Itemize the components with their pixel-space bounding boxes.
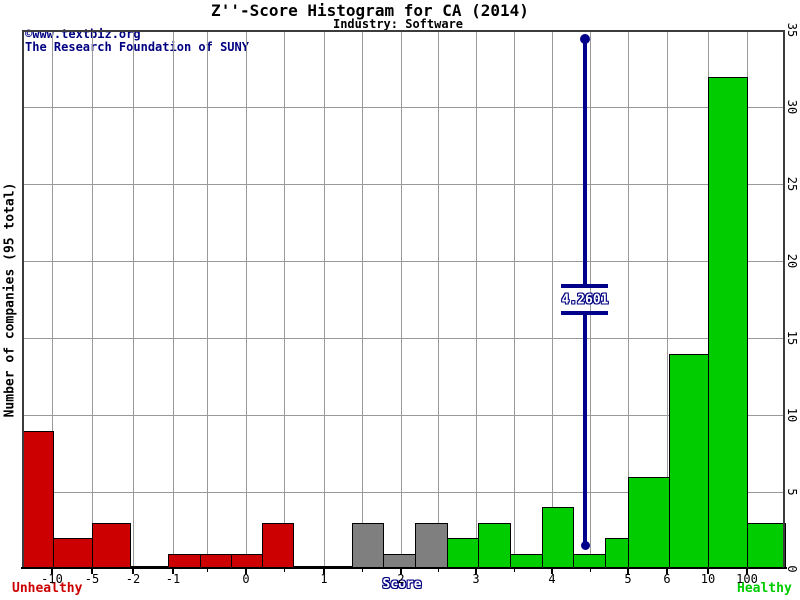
gridline-vertical [173,30,174,569]
gridline-vertical [362,30,363,569]
x-tick-label: -2 [125,572,141,586]
gridline-vertical [590,30,591,569]
x-tick-label: -10 [41,572,63,586]
x-tick-label: -1 [165,572,181,586]
marker-bottom-dot [581,541,590,550]
x-tick-mark [245,569,247,574]
x-axis-label: Score [382,577,422,592]
x-minor-tick-mark [438,569,439,572]
gridline-vertical [284,30,285,569]
histogram-bar [92,523,131,569]
gridline-vertical [552,30,553,569]
y-tick-label: 30 [785,99,799,115]
gridline-horizontal [22,261,785,262]
gridline-vertical [401,30,402,569]
x-tick-mark [627,569,629,574]
histogram-bar [478,523,511,569]
x-tick-mark [707,569,709,574]
gridline-vertical [324,30,325,569]
histogram-bar [415,523,448,569]
x-tick-label: 10 [700,572,716,586]
histogram-bar [628,477,670,569]
gridline-vertical [514,30,515,569]
x-tick-mark [51,569,53,574]
y-tick-label: 15 [785,330,799,346]
histogram-bar [22,431,54,569]
x-minor-tick-mark [284,569,285,572]
histogram-bar [708,77,748,569]
y-axis-label: Number of companies (95 total) [2,182,18,418]
x-tick-mark [400,569,402,574]
x-tick-label: 5 [624,572,632,586]
x-tick-mark [475,569,477,574]
chart-subtitle: Industry: Software [332,17,464,31]
y-tick-label: 25 [785,176,799,192]
histogram-bar [352,523,384,569]
y-tick-label: 0 [785,565,799,573]
x-minor-tick-mark [362,569,363,572]
x-tick-mark [746,569,748,574]
gridline-vertical [628,30,629,569]
gridline-vertical [52,30,53,569]
x-axis-line [21,567,787,569]
x-tick-mark [172,569,174,574]
histogram-bar [605,538,629,569]
y-tick-label: 5 [785,488,799,496]
gridline-vertical [438,30,439,569]
gridline-horizontal [22,492,785,493]
x-minor-tick-mark [207,569,208,572]
x-tick-label: 2 [397,572,405,586]
gridline-horizontal [22,107,785,108]
histogram-bar [542,507,574,569]
healthy-label: Healthy [737,581,792,596]
x-tick-mark [551,569,553,574]
y-tick-label: 35 [785,22,799,38]
histogram-bar [747,523,786,569]
x-tick-label: -5 [84,572,100,586]
x-tick-label: 1 [320,572,328,586]
gridline-horizontal [22,415,785,416]
plot-border [22,30,785,569]
unhealthy-label: Unhealthy [12,581,83,596]
marker-value-label: 4.2601 [561,292,609,308]
gridline-horizontal [22,338,785,339]
marker-crossbar-top [561,284,608,288]
gridline-vertical [246,30,247,569]
x-tick-mark [666,569,668,574]
marker-line-upper [583,38,587,284]
gridline-horizontal [22,184,785,185]
gridline-vertical [476,30,477,569]
x-tick-label: 4 [548,572,556,586]
x-tick-label: 6 [663,572,671,586]
x-tick-label: 100 [736,572,758,586]
x-minor-tick-mark [514,569,515,572]
x-tick-label: 3 [472,572,480,586]
y-tick-label: 10 [785,407,799,423]
gridline-vertical [133,30,134,569]
marker-top-dot [580,34,590,44]
marker-crossbar-bottom [561,311,608,315]
watermark-org: The Research Foundation of SUNY [25,40,249,54]
x-tick-label: 0 [242,572,250,586]
x-tick-mark [323,569,325,574]
chart-title: Z''-Score Histogram for CA (2014) [211,1,529,20]
x-minor-tick-mark [590,569,591,572]
gridline-vertical [92,30,93,569]
gridline-vertical [667,30,668,569]
y-tick-label: 20 [785,253,799,269]
x-tick-mark [132,569,134,574]
marker-line-lower [583,311,587,545]
gridline-vertical [207,30,208,569]
x-tick-mark [91,569,93,574]
